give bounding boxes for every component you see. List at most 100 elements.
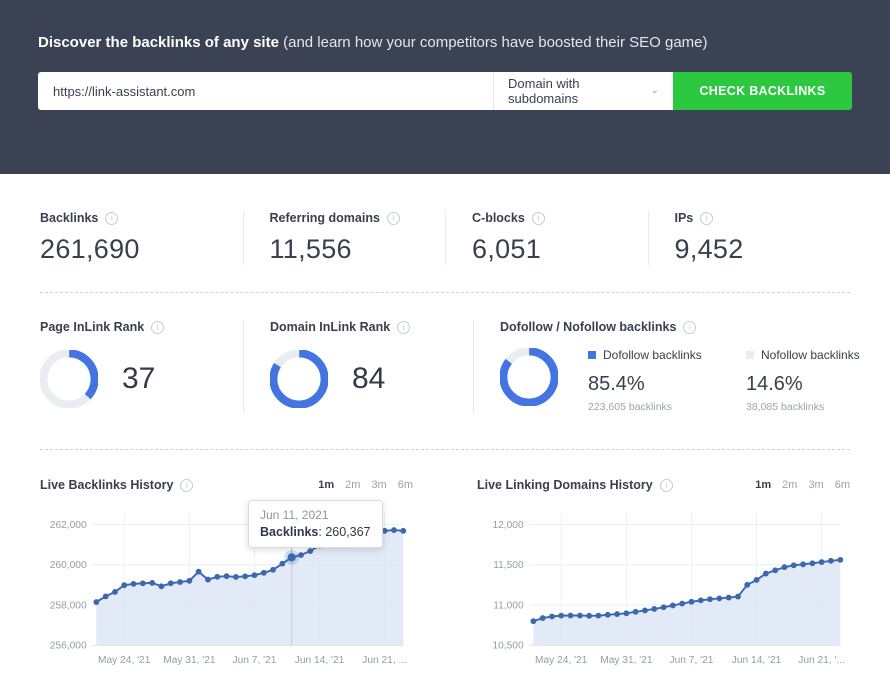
page-title-bold: Discover the backlinks of any site xyxy=(38,34,279,51)
legend-nofollow: Nofollow backlinks 14.6% 38,085 backlink… xyxy=(746,348,874,413)
svg-text:258,000: 258,000 xyxy=(50,600,87,611)
svg-text:10,500: 10,500 xyxy=(492,641,523,652)
range-2m[interactable]: 2m xyxy=(345,479,361,491)
svg-text:11,000: 11,000 xyxy=(493,600,524,611)
stat-c-blocks: C-blocks 6,051 xyxy=(445,211,648,265)
page-inlink-rank-card: Page InLink Rank 37 xyxy=(40,320,243,413)
page-title: Discover the backlinks of any site (and … xyxy=(38,0,852,51)
dofollow-label-text: Dofollow / Nofollow backlinks xyxy=(500,320,677,334)
page-title-rest: (and learn how your competitors have boo… xyxy=(283,34,708,51)
domain-inlink-rank-card: Domain InLink Rank 84 xyxy=(243,320,473,413)
info-icon[interactable] xyxy=(105,211,119,225)
stat-label: Backlinks xyxy=(40,211,243,225)
nofollow-swatch xyxy=(746,351,754,359)
svg-text:May 31, '21: May 31, '21 xyxy=(163,655,216,666)
svg-text:Jun 14, '21: Jun 14, '21 xyxy=(295,655,345,666)
stat-referring-domains: Referring domains 11,556 xyxy=(242,211,446,265)
svg-text:Jun 21, '...: Jun 21, '... xyxy=(798,655,845,666)
range-6m[interactable]: 6m xyxy=(834,479,850,491)
backlink-search-bar: Domain with subdomains CHECK BACKLINKS xyxy=(38,72,852,110)
divider xyxy=(40,292,850,293)
stat-value: 261,690 xyxy=(40,234,140,264)
stat-label-text: Referring domains xyxy=(269,211,380,225)
info-icon[interactable] xyxy=(151,320,165,334)
legend-label-text: Nofollow backlinks xyxy=(761,348,860,362)
rank-label: Page InLink Rank xyxy=(40,320,243,334)
info-icon[interactable] xyxy=(683,320,697,334)
range-2m[interactable]: 2m xyxy=(782,479,798,491)
dofollow-swatch xyxy=(588,351,596,359)
range-1m[interactable]: 1m xyxy=(755,479,772,491)
svg-text:Jun 7, '21: Jun 7, '21 xyxy=(670,655,714,666)
nofollow-percent: 14.6% xyxy=(746,373,803,395)
rank-label-text: Page InLink Rank xyxy=(40,320,145,334)
stat-value: 9,452 xyxy=(674,234,744,264)
range-6m[interactable]: 6m xyxy=(397,479,413,491)
rank-label: Domain InLink Rank xyxy=(270,320,473,334)
scope-dropdown[interactable]: Domain with subdomains xyxy=(494,72,673,110)
stat-ips: IPs 9,452 xyxy=(647,211,851,265)
tooltip-date: Jun 11, 2021 xyxy=(260,508,329,522)
svg-text:256,000: 256,000 xyxy=(50,641,87,652)
svg-text:12,000: 12,000 xyxy=(492,520,523,531)
scope-dropdown-value: Domain with subdomains xyxy=(508,76,580,106)
chart-title: Live Backlinks History xyxy=(40,478,194,492)
svg-text:May 24, '21: May 24, '21 xyxy=(98,655,151,666)
rank-label-text: Domain InLink Rank xyxy=(270,320,391,334)
chart-title: Live Linking Domains History xyxy=(477,478,673,492)
svg-text:Jun 14, '21: Jun 14, '21 xyxy=(732,655,782,666)
dofollow-card-label: Dofollow / Nofollow backlinks xyxy=(500,320,874,334)
linking-domains-history-chart[interactable]: 12,000 11,500 11,000 10,500 May 24, '21 May 3… xyxy=(477,496,850,682)
stat-label-text: IPs xyxy=(674,211,694,225)
divider xyxy=(40,449,850,450)
charts-row: Live Backlinks History 1m 2m 3m 6m 262,0… xyxy=(40,478,850,682)
rank-value: 84 xyxy=(352,362,386,395)
stat-label: C-blocks xyxy=(472,211,648,225)
chart-tooltip: Jun 11, 2021 Backlinks: 260,367 xyxy=(248,500,383,548)
legend-dofollow: Dofollow backlinks 85.4% 223,605 backlin… xyxy=(588,348,716,413)
linking-domains-history-card: Live Linking Domains History 1m 2m 3m 6m… xyxy=(477,478,850,682)
info-icon[interactable] xyxy=(700,211,714,225)
hero-banner: Discover the backlinks of any site (and … xyxy=(0,0,890,174)
domain-inlink-rank-donut xyxy=(270,350,328,408)
legend-label-text: Dofollow backlinks xyxy=(603,348,702,362)
info-icon[interactable] xyxy=(397,320,411,334)
backlinks-history-chart[interactable]: 262,000 260,000 258,000 256,000 May 24, '21 M… xyxy=(40,496,413,682)
info-icon[interactable] xyxy=(659,478,673,492)
stat-label-text: C-blocks xyxy=(472,211,525,225)
url-input[interactable] xyxy=(38,72,494,110)
stat-label-text: Backlinks xyxy=(40,211,99,225)
tooltip-value: 260,367 xyxy=(325,525,371,539)
stat-label: Referring domains xyxy=(270,211,446,225)
stat-backlinks: Backlinks 261,690 xyxy=(40,211,243,265)
svg-text:Jun 21, ...: Jun 21, ... xyxy=(362,655,407,666)
svg-text:May 31, '21: May 31, '21 xyxy=(600,655,653,666)
chevron-down-icon xyxy=(651,85,659,96)
ranks-row: Page InLink Rank 37 Domain InLink Rank xyxy=(40,320,860,413)
info-icon[interactable] xyxy=(531,211,545,225)
range-3m[interactable]: 3m xyxy=(808,479,824,491)
chart-title-text: Live Linking Domains History xyxy=(477,478,653,492)
time-range-selector: 1m 2m 3m 6m xyxy=(318,479,413,491)
stat-label: IPs xyxy=(675,211,851,225)
tooltip-label: Backlinks xyxy=(260,525,319,539)
tooltip-separator: : xyxy=(318,525,326,539)
svg-text:262,000: 262,000 xyxy=(50,520,87,531)
results-panel: Backlinks 261,690 Referring domains 11,5… xyxy=(0,211,890,682)
time-range-selector: 1m 2m 3m 6m xyxy=(755,479,850,491)
rank-value: 37 xyxy=(122,362,156,395)
svg-text:May 24, '21: May 24, '21 xyxy=(535,655,588,666)
check-backlinks-button[interactable]: CHECK BACKLINKS xyxy=(673,72,852,110)
nofollow-count: 38,085 backlinks xyxy=(746,401,825,413)
info-icon[interactable] xyxy=(386,211,400,225)
svg-text:11,500: 11,500 xyxy=(493,560,524,571)
range-3m[interactable]: 3m xyxy=(371,479,387,491)
backlinks-history-card: Live Backlinks History 1m 2m 3m 6m 262,0… xyxy=(40,478,413,682)
stat-value: 11,556 xyxy=(269,234,352,264)
dofollow-count: 223,605 backlinks xyxy=(588,401,673,413)
chart-title-text: Live Backlinks History xyxy=(40,478,174,492)
info-icon[interactable] xyxy=(180,478,194,492)
page-inlink-rank-donut xyxy=(40,350,98,408)
range-1m[interactable]: 1m xyxy=(318,479,335,491)
stat-value: 6,051 xyxy=(472,234,542,264)
